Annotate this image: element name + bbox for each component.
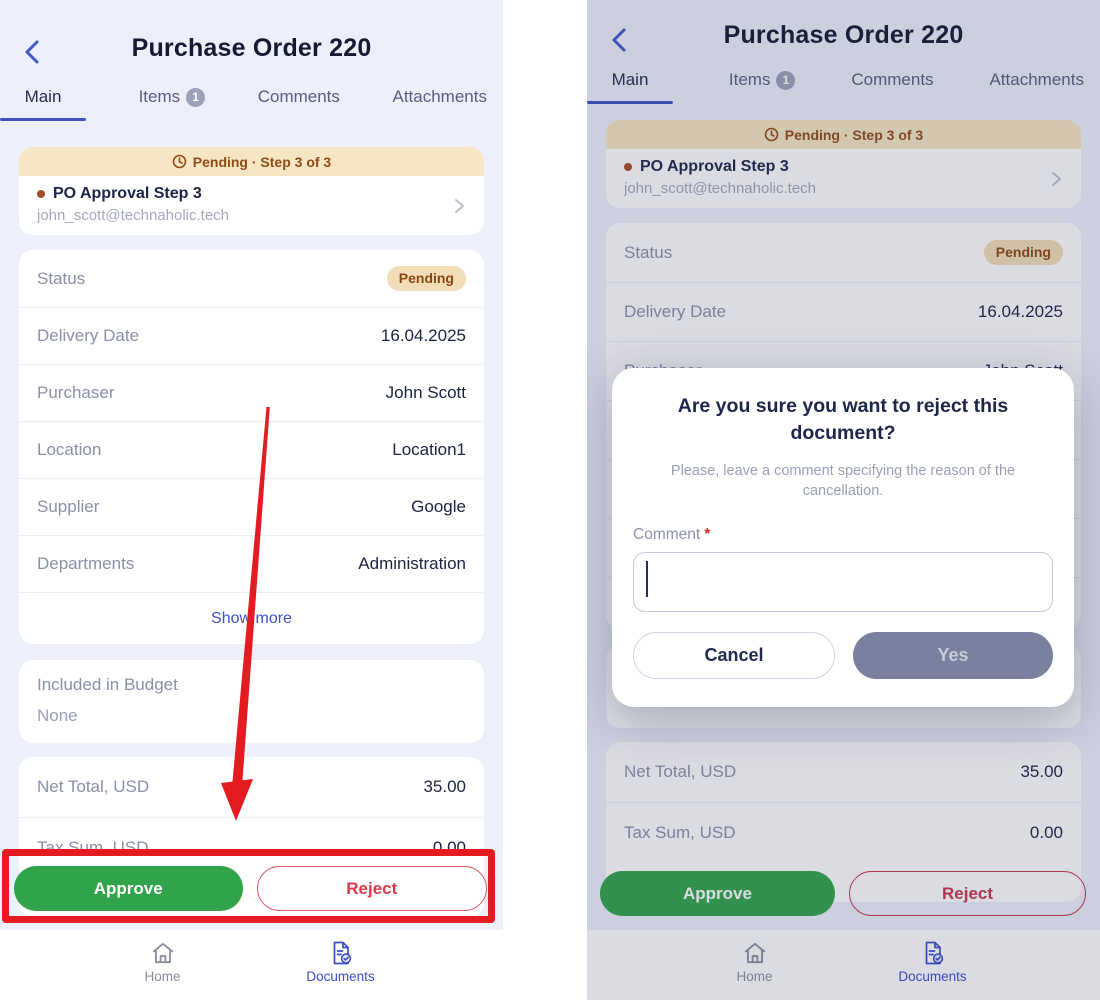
tab-items[interactable]: Items 1 bbox=[729, 70, 796, 104]
chevron-right-icon bbox=[1045, 168, 1067, 190]
header: Purchase Order 220 bbox=[0, 0, 503, 64]
field-row-supplier: Supplier Google bbox=[19, 478, 484, 535]
dialog-subtitle: Please, leave a comment specifying the r… bbox=[670, 463, 1016, 499]
screen-right-reject-dialog: Purchase Order 220 Main Items 1 Comments … bbox=[587, 0, 1100, 1000]
nav-documents[interactable]: Documents bbox=[893, 940, 973, 984]
home-icon bbox=[744, 942, 765, 964]
reject-confirmation-dialog: Are you sure you want to reject this doc… bbox=[612, 368, 1074, 707]
home-icon bbox=[152, 942, 173, 964]
comment-label: Comment * bbox=[633, 526, 711, 543]
tab-attachments[interactable]: Attachments bbox=[392, 87, 487, 106]
approve-button[interactable]: Approve bbox=[14, 866, 243, 911]
field-row-delivery-date: Delivery Date 16.04.2025 bbox=[606, 282, 1081, 341]
approval-step-title: PO Approval Step 3 bbox=[624, 158, 1063, 176]
bullet-dot-icon bbox=[37, 190, 45, 198]
documents-icon bbox=[925, 941, 943, 965]
tab-main[interactable]: Main bbox=[0, 87, 86, 121]
yes-button[interactable]: Yes bbox=[853, 632, 1053, 679]
field-row-purchaser: Purchaser John Scott bbox=[19, 364, 484, 421]
status-badge: Pending bbox=[983, 240, 1063, 265]
dialog-buttons: Cancel Yes bbox=[633, 632, 1053, 679]
field-row-delivery-date: Delivery Date 16.04.2025 bbox=[19, 307, 484, 364]
tab-bar: Main Items 1 Comments Attachments bbox=[0, 87, 503, 121]
nav-home[interactable]: Home bbox=[123, 940, 203, 984]
dialog-title: Are you sure you want to reject this doc… bbox=[677, 395, 1009, 444]
tab-items[interactable]: Items 1 bbox=[139, 87, 206, 121]
nav-home[interactable]: Home bbox=[715, 940, 795, 984]
total-row-net: Net Total, USD 35.00 bbox=[624, 762, 1063, 781]
banner-text: Pending · Step 3 of 3 bbox=[784, 126, 924, 143]
cancel-button[interactable]: Cancel bbox=[633, 632, 835, 679]
budget-value: None bbox=[37, 706, 78, 725]
page-title: Purchase Order 220 bbox=[723, 21, 964, 49]
chevron-right-icon bbox=[448, 195, 470, 217]
approval-step-card[interactable]: PO Approval Step 3 john_scott@technaholi… bbox=[19, 176, 484, 235]
header: Purchase Order 220 bbox=[587, 0, 1100, 52]
screen-left-purchase-order: Purchase Order 220 Main Items 1 Comments … bbox=[0, 0, 503, 1000]
field-row-status: Status Pending bbox=[19, 250, 484, 307]
approve-button[interactable]: Approve bbox=[600, 871, 835, 916]
tab-comments[interactable]: Comments bbox=[257, 87, 340, 106]
total-row-net: Net Total, USD 35.00 bbox=[37, 777, 466, 796]
text-cursor bbox=[646, 561, 648, 597]
banner-text: Pending · Step 3 of 3 bbox=[192, 153, 332, 170]
bottom-nav: Home Documents bbox=[0, 930, 503, 1000]
back-button[interactable] bbox=[18, 36, 48, 68]
show-more-link[interactable]: Show more bbox=[19, 592, 484, 644]
clock-icon bbox=[172, 154, 187, 169]
approval-step-title: PO Approval Step 3 bbox=[37, 185, 466, 203]
content: Pending · Step 3 of 3 PO Approval Step 3… bbox=[0, 147, 503, 917]
action-bar: Approve Reject bbox=[14, 866, 487, 911]
required-asterisk: * bbox=[704, 526, 711, 543]
tab-main[interactable]: Main bbox=[587, 70, 673, 104]
documents-icon bbox=[333, 941, 351, 965]
field-row-location: Location Location1 bbox=[19, 421, 484, 478]
field-row-status: Status Pending bbox=[606, 223, 1081, 282]
page-title: Purchase Order 220 bbox=[131, 34, 372, 62]
action-bar: Approve Reject bbox=[600, 871, 1086, 916]
reject-button[interactable]: Reject bbox=[256, 866, 487, 911]
nav-documents[interactable]: Documents bbox=[301, 940, 381, 984]
pending-step-banner: Pending · Step 3 of 3 bbox=[19, 147, 484, 176]
comment-input[interactable] bbox=[633, 552, 1053, 612]
reject-button[interactable]: Reject bbox=[849, 871, 1086, 916]
clock-icon bbox=[764, 127, 779, 142]
budget-card: Included in Budget None bbox=[19, 660, 484, 743]
approver-email: john_scott@technaholic.tech bbox=[624, 180, 817, 197]
approver-email: john_scott@technaholic.tech bbox=[37, 207, 230, 224]
tab-comments[interactable]: Comments bbox=[851, 70, 934, 89]
status-badge: Pending bbox=[386, 266, 466, 291]
details-card: Status Pending Delivery Date 16.04.2025 … bbox=[19, 250, 484, 644]
pending-step-banner: Pending · Step 3 of 3 bbox=[606, 120, 1081, 149]
items-count-badge: 1 bbox=[186, 87, 206, 107]
bottom-nav: Home Documents bbox=[587, 930, 1100, 1000]
total-row-tax: Tax Sum, USD 0.00 bbox=[606, 802, 1081, 862]
tab-attachments[interactable]: Attachments bbox=[989, 70, 1084, 89]
back-button[interactable] bbox=[605, 24, 635, 56]
tab-bar: Main Items 1 Comments Attachments bbox=[587, 70, 1100, 104]
approval-step-card[interactable]: PO Approval Step 3 john_scott@technaholi… bbox=[606, 149, 1081, 208]
budget-label: Included in Budget bbox=[37, 675, 178, 694]
field-row-departments: Departments Administration bbox=[19, 535, 484, 592]
bullet-dot-icon bbox=[624, 163, 632, 171]
items-count-badge: 1 bbox=[776, 70, 796, 90]
